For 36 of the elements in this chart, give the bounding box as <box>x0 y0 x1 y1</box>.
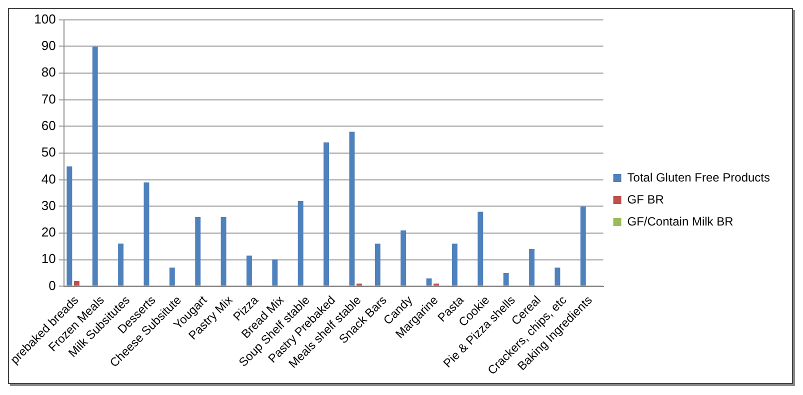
bar <box>503 272 509 286</box>
bar <box>118 244 124 286</box>
bar <box>580 206 586 286</box>
bar <box>529 249 534 286</box>
y-tick-label: 20 <box>41 224 56 240</box>
bar <box>169 268 175 286</box>
bar <box>478 212 484 286</box>
y-tick-label: 70 <box>41 91 56 106</box>
bar <box>66 166 72 286</box>
bar <box>92 46 98 286</box>
bar <box>554 268 560 286</box>
legend-label: GF/Contain Milk BR <box>627 214 734 228</box>
y-tick-label: 100 <box>34 11 56 26</box>
bar <box>246 256 252 286</box>
bar <box>74 280 80 286</box>
bar <box>426 278 432 286</box>
bar <box>324 142 330 286</box>
y-tick-label: 90 <box>41 38 56 54</box>
y-tick-label: 50 <box>41 144 56 160</box>
bar <box>400 230 406 286</box>
bar <box>195 217 201 286</box>
bar <box>349 132 355 286</box>
bar <box>144 182 150 286</box>
bar <box>374 244 380 286</box>
y-tick-label: 0 <box>48 278 56 293</box>
bar <box>298 201 304 286</box>
y-tick-label: 60 <box>41 118 56 133</box>
y-tick-label: 10 <box>41 251 56 266</box>
bar <box>272 260 278 286</box>
legend-label: GF BR <box>627 192 664 206</box>
bar <box>452 244 458 286</box>
y-tick-label: 40 <box>41 171 56 186</box>
y-tick-label: 30 <box>41 198 56 213</box>
bar <box>220 217 226 286</box>
y-tick-label: 80 <box>41 64 56 80</box>
legend-label: Total Gluten Free Products <box>627 170 770 184</box>
